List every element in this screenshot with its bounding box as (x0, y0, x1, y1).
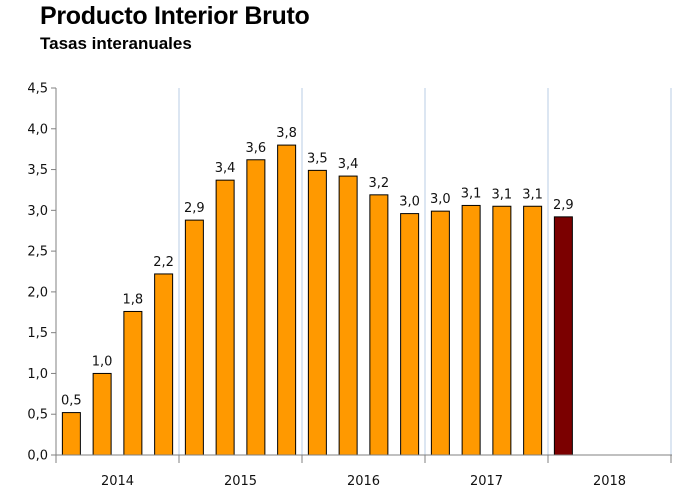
data-label: 3,1 (461, 186, 482, 201)
data-label: 3,1 (492, 187, 513, 202)
data-label: 3,6 (246, 141, 267, 156)
y-tick-label: 1,5 (27, 326, 48, 341)
y-tick-label: 0,0 (27, 449, 48, 464)
data-label: 3,0 (430, 192, 451, 207)
data-label: 0,5 (61, 394, 82, 409)
x-tick-label: 2016 (347, 474, 380, 489)
bar (492, 205, 512, 456)
bar (92, 372, 112, 456)
data-label: 3,4 (215, 161, 236, 176)
data-label: 2,9 (553, 198, 574, 213)
bar (400, 213, 420, 456)
bar (369, 194, 389, 456)
bar (246, 159, 266, 456)
chart-title: Producto Interior Bruto (40, 2, 310, 30)
bar (461, 204, 481, 456)
y-tick-label: 4,0 (27, 122, 48, 137)
bar (154, 273, 174, 456)
y-tick-label: 3,5 (27, 163, 48, 178)
y-tick-label: 3,0 (27, 204, 48, 219)
bar (338, 175, 358, 456)
data-label: 3,8 (276, 126, 297, 141)
x-tick-label: 2017 (470, 474, 503, 489)
data-label: 1,8 (123, 292, 144, 307)
y-tick-label: 2,0 (27, 285, 48, 300)
bar (307, 169, 327, 456)
data-label: 3,0 (399, 195, 420, 210)
bar (215, 179, 235, 456)
data-label: 3,2 (369, 176, 390, 191)
bar (523, 205, 543, 456)
data-label: 1,0 (92, 354, 113, 369)
y-tick-label: 4,5 (27, 82, 48, 97)
y-tick-label: 2,5 (27, 245, 48, 260)
bar (430, 210, 450, 456)
bar (123, 310, 143, 456)
data-label: 3,1 (522, 187, 543, 202)
bar (277, 144, 297, 456)
chart-subtitle: Tasas interanuales (40, 34, 192, 53)
x-tick-label: 2015 (224, 474, 257, 489)
bar (61, 412, 81, 456)
data-label: 3,5 (307, 151, 328, 166)
data-label: 2,2 (153, 255, 174, 270)
data-label: 2,9 (184, 201, 205, 216)
bar (553, 216, 573, 456)
data-label: 3,4 (338, 157, 359, 172)
bar (184, 219, 204, 456)
y-tick-label: 1,0 (27, 367, 48, 382)
x-tick-label: 2014 (101, 474, 134, 489)
y-tick-label: 0,5 (27, 408, 48, 423)
x-tick-label: 2018 (593, 474, 626, 489)
